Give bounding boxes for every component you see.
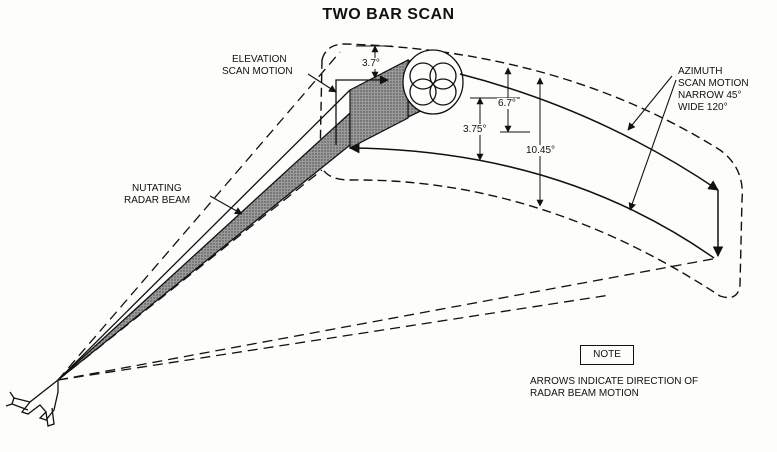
azimuth-label-4: WIDE 120° <box>678 102 728 113</box>
beam-cross-section <box>402 49 464 115</box>
note-box: NOTE <box>580 345 634 365</box>
note-text-2: RADAR BEAM MOTION <box>530 388 639 399</box>
note-heading: NOTE <box>593 349 621 360</box>
azimuth-label-3: NARROW 45° <box>678 90 742 101</box>
leader-lines <box>209 73 677 215</box>
azimuth-label-2: SCAN MOTION <box>678 78 749 89</box>
dimension-bar-spacing: 3.75° <box>462 124 488 135</box>
aircraft-icon <box>5 378 59 427</box>
scan-bars <box>348 73 724 259</box>
note-text-1: ARROWS INDICATE DIRECTION OF <box>530 376 699 387</box>
beam-edge <box>57 89 351 381</box>
dimension-total-coverage: 10.45° <box>525 145 557 156</box>
diagram-title: TWO BAR SCAN <box>322 6 455 23</box>
elevation-scan-label-2: SCAN MOTION <box>222 66 293 77</box>
dimension-bar-height: 6.7° <box>497 98 517 109</box>
scan-envelope-outline <box>319 43 744 299</box>
nutating-beam-label-2: RADAR BEAM <box>124 195 191 206</box>
nutating-beam-label-1: NUTATING <box>132 183 182 194</box>
azimuth-label-1: AZIMUTH <box>678 66 723 77</box>
elevation-scan-path <box>335 75 389 100</box>
dimension-beam-step: 3.7° <box>361 58 381 69</box>
elevation-scan-label-1: ELEVATION <box>232 54 287 65</box>
beam-box-front <box>349 59 409 149</box>
